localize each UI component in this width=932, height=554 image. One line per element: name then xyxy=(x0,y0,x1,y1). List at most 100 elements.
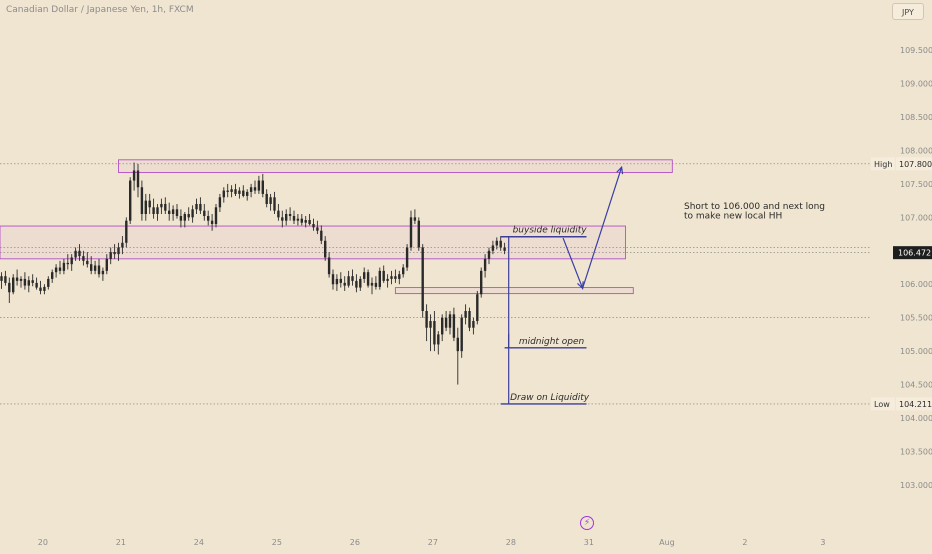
candle-body xyxy=(304,220,307,223)
candle xyxy=(347,270,350,288)
currency-button[interactable]: JPY xyxy=(892,3,924,20)
candle-body xyxy=(156,207,159,214)
candle-body xyxy=(242,190,245,196)
candle-body xyxy=(19,278,23,281)
candle xyxy=(195,198,198,214)
candle-body xyxy=(175,209,179,217)
candle xyxy=(90,256,93,275)
candle-body xyxy=(491,245,495,251)
candle xyxy=(483,254,487,278)
candle-body xyxy=(31,280,34,283)
candle-body xyxy=(370,282,374,286)
candle-body xyxy=(136,170,140,188)
time-axis-tick-label: 31 xyxy=(584,538,594,547)
candle xyxy=(136,163,140,198)
time-axis-tick-label: 27 xyxy=(428,538,438,547)
candle-body xyxy=(62,262,66,271)
price-axis-tick-label: 104.000 xyxy=(900,414,932,423)
candle xyxy=(238,187,241,199)
candle-body xyxy=(171,209,175,214)
candle-body xyxy=(320,230,323,241)
candle xyxy=(210,214,214,231)
candle xyxy=(273,191,276,214)
candle-body xyxy=(35,282,38,288)
candle xyxy=(441,314,444,342)
candle xyxy=(343,276,346,291)
candle xyxy=(234,183,237,196)
time-axis-tick-label: 3 xyxy=(820,538,825,547)
annotation-label: midnight open xyxy=(519,337,585,347)
candle xyxy=(230,185,233,198)
candle-body xyxy=(58,267,62,271)
candle-body xyxy=(265,193,268,204)
candle-body xyxy=(43,286,46,291)
candle-body xyxy=(93,265,97,271)
candle xyxy=(203,203,206,221)
candle-body xyxy=(413,217,417,221)
price-marker-value: 104.211 xyxy=(899,400,932,409)
candle-body xyxy=(444,317,448,328)
candle-body xyxy=(230,189,233,192)
candle-body xyxy=(4,276,7,283)
candle xyxy=(117,242,120,261)
candle-body xyxy=(363,272,366,279)
candle-body xyxy=(125,220,128,243)
candle xyxy=(468,307,471,332)
candle xyxy=(121,236,124,255)
time-axis-tick-label: 21 xyxy=(116,538,126,547)
time-axis-tick-label: 28 xyxy=(506,538,516,547)
candle xyxy=(316,220,319,235)
candle-body xyxy=(12,277,15,293)
candle-body xyxy=(483,258,487,271)
candle-body xyxy=(273,197,276,211)
candle-body xyxy=(203,210,206,217)
price-axis-tick-label: 104.500 xyxy=(900,381,932,390)
candle-body xyxy=(421,247,424,311)
candle-body xyxy=(374,282,378,287)
candle-body xyxy=(316,227,319,231)
candle xyxy=(207,210,210,226)
candle-body xyxy=(448,314,452,328)
candle xyxy=(495,237,498,250)
candle-body xyxy=(207,216,210,221)
candle xyxy=(437,331,440,355)
candle-body xyxy=(132,170,136,181)
candle xyxy=(257,175,261,194)
candle xyxy=(359,276,362,291)
candle xyxy=(269,193,272,211)
candle xyxy=(249,183,253,198)
tradingview-logo-icon[interactable]: ⚡ xyxy=(580,516,594,530)
candle xyxy=(70,254,73,271)
candle xyxy=(226,183,229,198)
candle xyxy=(191,205,194,223)
candle-body xyxy=(218,197,222,208)
price-marker-tag-bg xyxy=(871,397,895,411)
price-axis-tick-label: 103.500 xyxy=(900,447,932,456)
candle xyxy=(148,193,151,214)
candle xyxy=(97,258,101,278)
candle xyxy=(35,277,38,290)
candle-body xyxy=(78,250,81,257)
candle-body xyxy=(429,321,432,328)
candle xyxy=(160,198,163,214)
candle xyxy=(402,264,405,278)
candle xyxy=(452,307,456,342)
candle-body xyxy=(441,317,444,335)
candle-body xyxy=(148,200,151,208)
candle-body xyxy=(288,214,292,217)
candle-body xyxy=(402,267,405,275)
candle xyxy=(421,244,424,318)
candle xyxy=(390,270,393,285)
candle xyxy=(183,211,186,228)
candle xyxy=(8,277,11,303)
candle-body xyxy=(269,197,272,204)
candle-body xyxy=(425,311,428,328)
candle xyxy=(12,274,15,295)
candle xyxy=(19,276,23,288)
candle xyxy=(327,252,331,278)
candle-body xyxy=(39,287,42,291)
candle-body xyxy=(121,242,124,248)
candle xyxy=(179,209,183,228)
